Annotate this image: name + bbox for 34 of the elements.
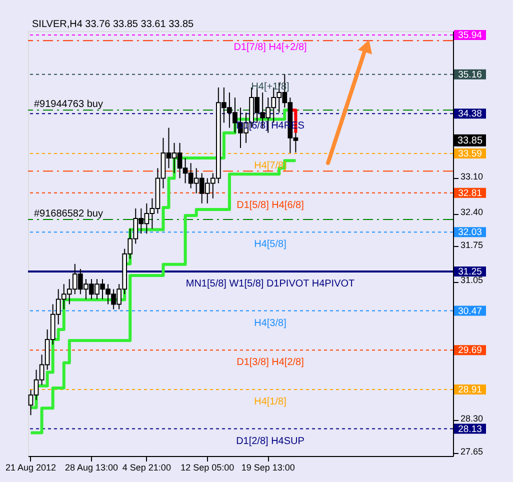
ref-line-label: 28.13 (458, 424, 482, 435)
ref-line-label: 35.16 (458, 69, 482, 80)
y-tick-label: 27.65 (460, 446, 484, 456)
annotation: D1[7/8] H4[+2/8] (234, 42, 308, 54)
ref-line-label: #91944763 buy (34, 99, 103, 110)
ref-line-label: 35.94 (458, 30, 482, 42)
x-tick-label: 12 Sep 05:00 (180, 462, 234, 472)
ref-line-label: 32.03 (458, 227, 482, 238)
annotation: D1[2/8] H4SUP (236, 436, 305, 447)
annotation: H4[5/8] (254, 239, 287, 250)
x-tick-label: 21 Aug 2012 (5, 462, 56, 472)
annotation: D1[3/8] H4[2/8] (236, 357, 304, 368)
ref-line-label: 30.47 (458, 306, 482, 317)
x-tick-label: 19 Sep 13:00 (241, 462, 295, 472)
ref-line-label: 28.91 (458, 384, 482, 396)
ref-line-label: #91686582 buy (34, 208, 103, 220)
y-tick-label: 31.75 (460, 240, 484, 250)
ref-line-label: 29.69 (458, 345, 482, 356)
y-tick-label: 33.10 (460, 172, 484, 182)
y-tick-label: 31.05 (460, 275, 484, 286)
x-tick-label: 28 Aug 13:00 (64, 462, 118, 472)
ref-line-label: 34.38 (458, 108, 482, 120)
annotation: H4[1/8] (254, 396, 287, 408)
ref-line-label: 32.81 (458, 188, 482, 199)
annotation: 33.85 (457, 135, 483, 146)
annotation: D1[5/8] H4[6/8] (236, 200, 304, 211)
ref-line-label: 33.59 (458, 148, 482, 160)
ref-line-label: 31.25 (458, 266, 482, 278)
y-tick-label: 32.40 (460, 207, 484, 218)
y-tick-label: 28.30 (460, 414, 484, 424)
annotation: H4[3/8] (254, 318, 287, 329)
annotation: MN1[5/8] W1[5/8] D1PIVOT H4PIVOT (186, 278, 355, 290)
x-tick-label: 4 Sep 21:00 (122, 462, 171, 472)
chart-title: SILVER,H4 33.76 33.85 33.61 33.85 (32, 19, 194, 30)
